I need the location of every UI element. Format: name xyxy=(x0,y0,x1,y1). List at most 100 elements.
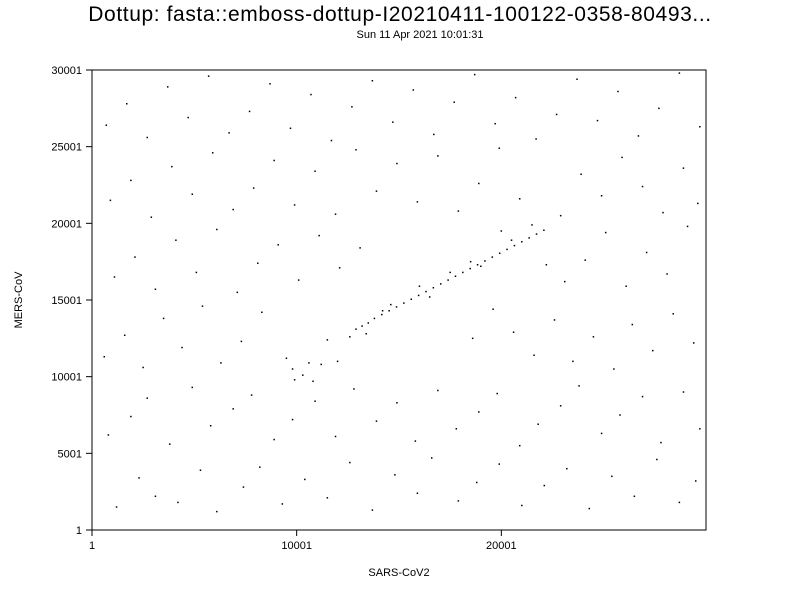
dot-point xyxy=(600,194,603,197)
dot-point xyxy=(454,275,457,277)
dot-point xyxy=(699,125,701,128)
dot-point xyxy=(531,224,533,226)
dot-point xyxy=(396,162,398,165)
dot-point xyxy=(232,208,234,211)
dot-point xyxy=(469,260,472,263)
dot-point xyxy=(304,478,306,481)
dot-point xyxy=(478,182,480,185)
dot-point xyxy=(631,323,634,326)
x-axis-ticks: 1 10001 20001 xyxy=(89,530,517,552)
dot-point xyxy=(694,480,697,482)
chart-title: Dottup: fasta::emboss-dottup-I20210411-1… xyxy=(88,3,712,26)
dot-point xyxy=(259,466,261,468)
dot-point xyxy=(580,173,582,176)
dot-point xyxy=(455,428,458,430)
dot-point xyxy=(410,298,413,300)
dot-point xyxy=(417,294,420,297)
dot-point xyxy=(336,360,339,363)
dot-point xyxy=(355,328,357,330)
dot-point xyxy=(500,230,503,232)
dot-point xyxy=(641,185,644,188)
dot-point xyxy=(293,204,296,206)
dot-point xyxy=(432,286,435,289)
y-tick-label: 1 xyxy=(76,525,82,537)
dot-point xyxy=(513,244,516,247)
dot-point xyxy=(697,202,699,205)
dot-point xyxy=(506,248,508,251)
chart-subtitle: Sun 11 Apr 2021 10:01:31 xyxy=(356,29,484,41)
dot-point xyxy=(521,240,523,243)
dot-point xyxy=(533,354,535,356)
dot-point xyxy=(498,147,501,149)
dot-point xyxy=(134,256,136,258)
dot-point xyxy=(334,213,337,215)
dot-point xyxy=(428,296,431,298)
dot-point xyxy=(416,492,419,494)
dot-point xyxy=(637,135,640,137)
dot-point xyxy=(381,313,383,316)
dot-point xyxy=(592,336,595,338)
dot-point xyxy=(195,271,198,274)
dot-point xyxy=(291,418,294,421)
dot-point xyxy=(166,86,169,88)
dot-point xyxy=(375,190,378,192)
dot-point xyxy=(209,424,212,427)
dot-point xyxy=(177,501,179,504)
dot-point xyxy=(353,388,355,390)
dot-point xyxy=(175,239,177,241)
dot-point xyxy=(492,308,494,310)
dot-point xyxy=(146,397,148,399)
dot-point xyxy=(320,363,322,366)
dot-point xyxy=(154,288,157,291)
dot-point xyxy=(537,423,539,425)
dot-point xyxy=(390,303,392,306)
dot-point xyxy=(476,263,479,266)
dot-point xyxy=(672,313,674,315)
dot-point xyxy=(471,337,474,340)
dot-point xyxy=(480,265,482,268)
dot-point xyxy=(678,72,681,74)
dot-point xyxy=(699,428,701,430)
dot-point xyxy=(576,78,578,80)
dot-point xyxy=(308,362,310,364)
dot-point xyxy=(252,187,255,189)
dot-point xyxy=(518,198,521,200)
dot-point xyxy=(216,228,218,231)
dot-point xyxy=(349,461,351,464)
dot-point xyxy=(105,124,108,126)
dot-point xyxy=(312,380,314,383)
dot-point xyxy=(138,477,140,479)
dot-point xyxy=(392,121,394,123)
dot-point xyxy=(559,405,562,407)
dot-point xyxy=(273,438,275,441)
dot-point xyxy=(416,201,419,203)
dot-point xyxy=(491,256,494,258)
dot-points xyxy=(103,72,701,513)
dot-point xyxy=(535,138,537,140)
dot-point xyxy=(201,305,204,307)
dot-point xyxy=(359,247,361,249)
dot-point xyxy=(596,119,599,122)
dot-point xyxy=(216,510,218,513)
dot-point xyxy=(361,325,363,327)
dot-point xyxy=(449,271,451,274)
dot-point xyxy=(394,474,396,476)
dot-point xyxy=(555,113,558,116)
dot-point xyxy=(621,156,623,159)
dot-point xyxy=(512,331,515,333)
dot-point xyxy=(528,237,530,239)
dot-point xyxy=(535,233,538,235)
dot-point xyxy=(355,148,357,151)
dot-point xyxy=(375,420,378,422)
dot-point xyxy=(692,342,695,344)
dot-point xyxy=(154,495,157,498)
dot-point xyxy=(388,309,390,312)
dot-point xyxy=(207,75,210,77)
dot-point xyxy=(199,469,202,471)
dot-point xyxy=(457,500,460,502)
dot-point xyxy=(518,444,521,447)
dot-point xyxy=(619,414,621,416)
dot-point xyxy=(326,497,329,499)
dot-point xyxy=(484,260,486,262)
